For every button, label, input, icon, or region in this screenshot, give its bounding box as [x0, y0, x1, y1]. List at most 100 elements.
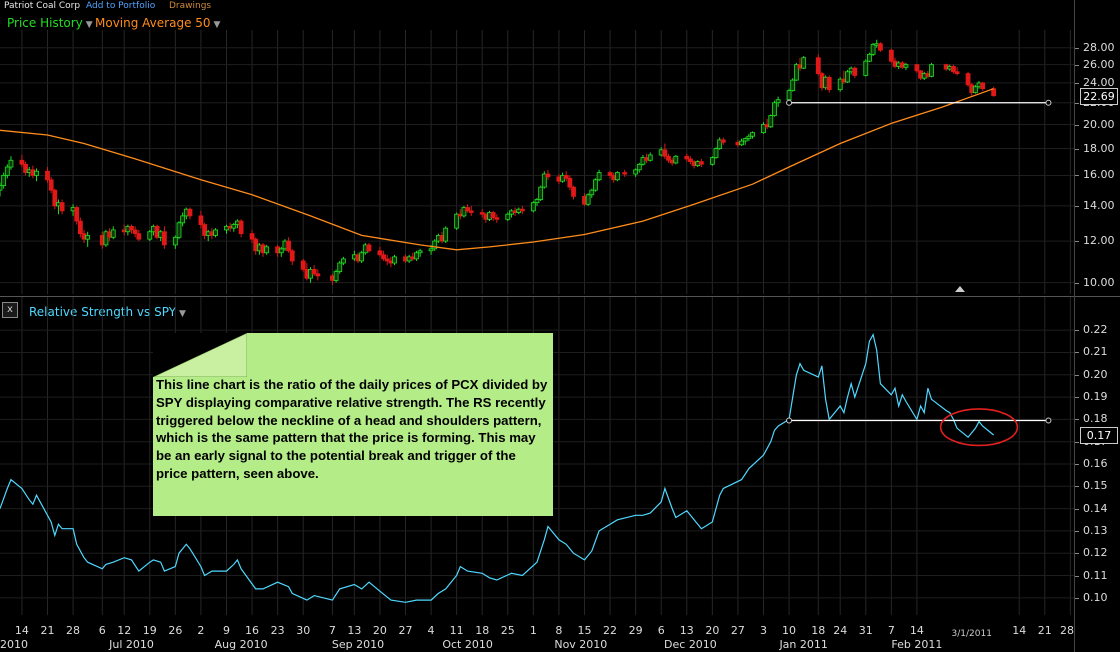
y-tick-mark — [1075, 330, 1079, 332]
x-month-label: 2010 — [0, 638, 28, 651]
candle-body — [709, 157, 715, 165]
candle-body — [914, 64, 920, 72]
x-tick-label: 29 — [628, 624, 643, 637]
close-indicator-button[interactable]: x — [2, 302, 18, 318]
y-tick-label: 0.20 — [1083, 367, 1108, 381]
x-tick-label: 1 — [529, 624, 537, 637]
candle-body — [461, 207, 467, 217]
last-price-box: 22.69 — [1080, 87, 1118, 105]
candle-body — [571, 186, 576, 197]
y-tick-mark — [1075, 530, 1079, 532]
y-tick-label: 28.00 — [1083, 40, 1115, 54]
neckline-handle — [1045, 99, 1052, 106]
drawings-link[interactable]: Drawings — [169, 1, 212, 11]
y-tick-mark — [1075, 282, 1079, 284]
y-tick-label: 12.00 — [1083, 234, 1115, 248]
candle-body — [231, 224, 237, 229]
candle-body — [432, 240, 438, 250]
x-tick-label: 4 — [427, 624, 435, 637]
y-tick-label: 20.00 — [1083, 117, 1115, 131]
candle-body — [249, 233, 255, 240]
candle-body — [147, 231, 153, 240]
candle-body — [585, 194, 591, 205]
candle-body — [519, 208, 525, 212]
candle-body — [366, 244, 372, 252]
candle-body — [688, 158, 693, 163]
candle-body — [289, 250, 295, 262]
y-tick-label: 0.14 — [1083, 501, 1108, 515]
candle-body — [286, 240, 291, 252]
candle-body — [837, 78, 843, 91]
candle-body — [622, 172, 628, 175]
y-tick-mark — [1075, 82, 1079, 84]
candle-body — [479, 212, 485, 215]
price-history-label: Price History — [7, 16, 83, 30]
candle-body — [1, 175, 7, 187]
neckline-handle — [786, 99, 793, 106]
candle-body — [110, 229, 116, 238]
y-tick-label: 0.11 — [1083, 568, 1108, 582]
date-marker-label: 3/1/2011 — [951, 629, 992, 639]
x-tick-label: 14 — [14, 624, 29, 637]
candle-body — [636, 163, 642, 171]
x-month-label: Nov 2010 — [554, 638, 608, 651]
candle-body — [465, 207, 470, 212]
pane-divider[interactable] — [0, 296, 1120, 297]
x-tick-label: 20 — [705, 624, 720, 637]
y-tick-label: 0.15 — [1083, 479, 1108, 493]
neckline-handle — [786, 417, 793, 424]
x-tick-label: 16 — [245, 624, 260, 637]
candle-body — [954, 71, 960, 75]
candle-body — [377, 250, 383, 256]
candle-body — [965, 73, 971, 86]
x-tick-label: 18 — [475, 624, 490, 637]
x-tick-label: 6 — [657, 624, 665, 637]
y-tick-label: 10.00 — [1083, 275, 1115, 289]
x-tick-label: 25 — [500, 624, 515, 637]
candle-body — [647, 154, 653, 161]
price-chart[interactable] — [0, 0, 1120, 296]
candle-body — [972, 86, 978, 94]
relative-strength-line — [0, 332, 994, 603]
x-tick-label: 27 — [398, 624, 413, 637]
y-tick-label: 0.21 — [1083, 345, 1108, 359]
candle-body — [337, 262, 343, 272]
x-tick-label: 21 — [40, 624, 55, 637]
x-month-label: Jan 2011 — [779, 638, 828, 651]
candle-body — [538, 186, 544, 200]
candle-body — [85, 235, 91, 240]
candle-body — [567, 177, 573, 188]
candle-body — [340, 258, 346, 264]
y-tick-mark — [1075, 352, 1079, 354]
candle-body — [863, 60, 869, 76]
y-tick-label: 18.00 — [1083, 141, 1115, 155]
chevron-down-icon[interactable]: ▼ — [85, 20, 93, 30]
chevron-down-icon[interactable]: ▼ — [213, 20, 221, 30]
axis-divider — [1074, 0, 1075, 652]
y-tick-mark — [1075, 397, 1079, 399]
candle-body — [815, 57, 821, 75]
moving-average-legend[interactable]: Moving Average 50 ▼ — [95, 16, 220, 30]
y-tick-mark — [1075, 148, 1079, 150]
y-tick-mark — [1075, 419, 1079, 421]
price-history-legend[interactable]: Price History ▼ — [7, 16, 93, 30]
x-tick-label: 13 — [347, 624, 362, 637]
candle-body — [775, 99, 781, 104]
y-tick-mark — [1075, 205, 1079, 207]
chevron-down-icon[interactable]: ▼ — [179, 309, 186, 319]
candle-body — [870, 44, 876, 55]
add-to-portfolio-link[interactable]: Add to Portfolio — [86, 1, 156, 11]
candle-body — [414, 252, 419, 260]
candle-body — [443, 227, 449, 242]
collapse-arrow-icon[interactable] — [955, 286, 965, 292]
candle-body — [136, 233, 142, 240]
candle-body — [23, 163, 28, 174]
breakdown-circle — [939, 408, 1019, 447]
candle-body — [311, 268, 317, 275]
y-tick-label: 0.18 — [1083, 412, 1108, 426]
candle-body — [545, 173, 551, 178]
candle-body — [132, 229, 138, 235]
neckline-handle — [1045, 417, 1052, 424]
x-tick-label: 31 — [858, 624, 873, 637]
candle-body — [640, 157, 646, 165]
